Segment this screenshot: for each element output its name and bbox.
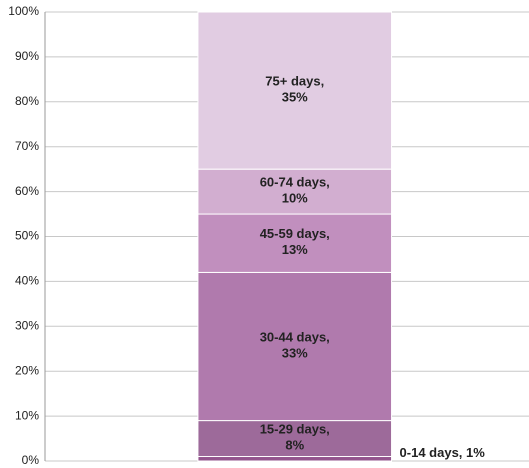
y-tick-label: 80% [15,94,39,108]
data-label-line: 13% [282,243,308,258]
data-label-line: 60-74 days, [260,175,330,190]
data-label-line: 8% [285,438,304,453]
data-label-line: 10% [282,191,308,206]
bar-segment [197,271,393,422]
y-tick-label: 0% [22,453,40,467]
y-tick-label: 20% [15,363,39,377]
data-label-line: 45-59 days, [260,227,330,242]
bar-segment [197,456,393,462]
y-tick-label: 60% [15,184,39,198]
data-label: 60-74 days, 10% [260,175,330,206]
y-tick-label: 30% [15,318,39,332]
data-label-line: 30-44 days, [260,330,330,345]
data-label-line: 33% [282,346,308,361]
data-label-line: 35% [282,90,308,105]
y-tick-label: 40% [15,274,39,288]
bar-segment [197,420,393,458]
data-label: 30-44 days, 33% [260,330,330,361]
data-label-line: 75+ days, [265,74,324,89]
data-label-line: 15-29 days, [260,422,330,437]
data-label: 0-14 days, 1% [400,445,486,460]
y-tick-label: 10% [15,408,39,422]
y-tick-label: 100% [8,4,39,18]
data-label: 75+ days, 35% [265,74,324,105]
data-label: 45-59 days, 13% [260,227,330,258]
y-tick-label: 70% [15,139,39,153]
bar-segment [197,11,393,170]
y-tick-label: 50% [15,229,39,243]
data-label: 15-29 days, 8% [260,422,330,453]
y-tick-label: 90% [15,49,39,63]
bar-segment [197,213,393,273]
